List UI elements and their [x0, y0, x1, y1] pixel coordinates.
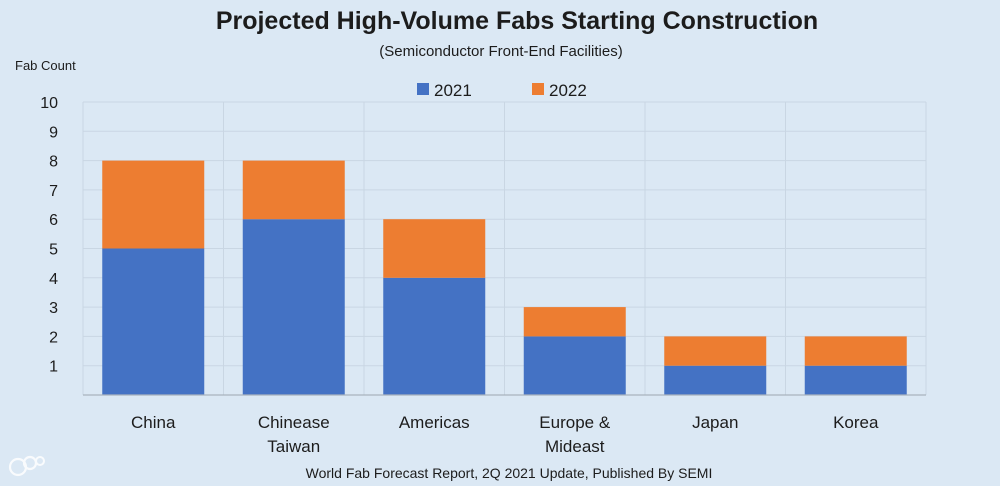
- category-label: Korea: [833, 413, 879, 432]
- category-label: Americas: [399, 413, 470, 432]
- category-label: Japan: [692, 413, 738, 432]
- gridlines: [82, 101, 927, 395]
- y-tick-labels: 1 2 3 4 5 6 7 8 9 10: [40, 95, 58, 376]
- category-label: Europe & Mideast: [539, 413, 611, 456]
- legend-swatch-2022: [532, 83, 544, 95]
- legend-label-2022: 2022: [549, 81, 587, 100]
- y-tick-label: 6: [49, 212, 58, 229]
- bar-2022: [523, 307, 626, 337]
- bar-2022: [664, 336, 767, 366]
- source-footer: World Fab Forecast Report, 2Q 2021 Updat…: [306, 465, 713, 481]
- chart-subtitle: (Semiconductor Front-End Facilities): [379, 43, 622, 60]
- y-tick-label: 3: [49, 300, 58, 317]
- y-tick-label: 4: [49, 271, 58, 288]
- bar-2021: [664, 365, 767, 395]
- category-label: China: [131, 413, 176, 432]
- bars: [102, 160, 907, 395]
- category-labels: China Chinease Taiwan Americas Europe & Midea…: [131, 413, 879, 456]
- bar-2021: [102, 248, 205, 395]
- y-tick-label: 5: [49, 242, 58, 259]
- legend-label-2021: 2021: [434, 81, 472, 100]
- watermark-logo-icon: [8, 455, 45, 477]
- legend-swatch-2021: [417, 83, 429, 95]
- bar-2021: [242, 219, 345, 395]
- chart-title: Projected High-Volume Fabs Starting Cons…: [216, 7, 818, 35]
- y-axis-label: Fab Count: [15, 58, 76, 73]
- bar-2021: [804, 365, 907, 395]
- bar-2022: [242, 160, 345, 220]
- bar-2022: [804, 336, 907, 366]
- bar-2021: [383, 277, 486, 395]
- y-tick-label: 1: [49, 359, 58, 376]
- legend: 2021 2022: [417, 81, 587, 100]
- y-tick-label: 9: [49, 124, 58, 141]
- bar-2022: [383, 219, 486, 278]
- y-tick-label: 7: [49, 183, 58, 200]
- bar-2021: [523, 336, 626, 395]
- y-tick-label: 2: [49, 329, 58, 346]
- category-label: Chinease Taiwan: [258, 413, 330, 456]
- bar-2022: [102, 160, 205, 249]
- y-tick-label: 8: [49, 154, 58, 171]
- y-tick-label: 10: [40, 95, 58, 112]
